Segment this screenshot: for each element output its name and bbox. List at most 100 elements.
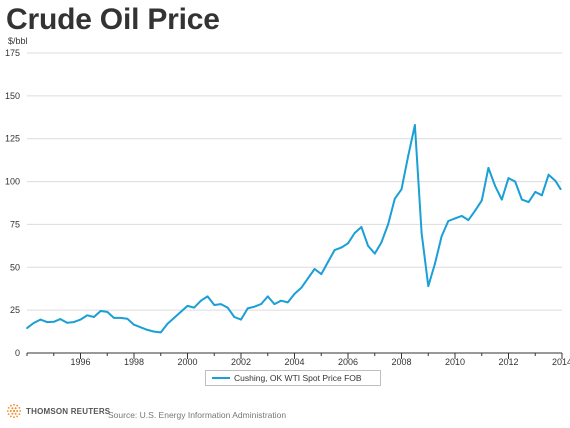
data-point [300,286,303,289]
data-point [233,316,236,318]
y-tick-label: 75 [10,219,20,229]
x-tick-label: 1998 [124,357,144,367]
logo-dot [18,407,21,409]
data-point [139,326,142,329]
x-tick-label: 2002 [231,357,251,367]
data-point [273,303,276,306]
data-point [427,285,430,288]
data-point [32,322,35,324]
x-tick-label: 2014 [552,357,570,367]
x-tick-label: 2008 [391,357,411,367]
logo-dot [13,403,15,406]
data-point [126,317,129,320]
data-point [26,327,28,330]
x-tick-label: 2006 [338,357,358,367]
data-point [440,235,443,238]
logo-dot [7,407,10,409]
logo-dot [6,410,9,412]
data-point [193,306,196,309]
data-point [460,214,463,217]
logo-dot [11,407,14,410]
data-point [146,328,149,331]
data-point [199,299,202,302]
logo-dot [14,412,17,415]
data-point [260,303,262,306]
data-point [153,330,155,333]
logo-dot [10,404,12,407]
data-point [213,304,216,306]
y-tick-label: 50 [10,262,20,272]
logo-dot [16,415,18,418]
data-point [514,180,517,183]
data-point [467,219,470,222]
data-point [387,223,390,226]
chart-legend: Cushing, OK WTI Spot Price FOB [205,370,381,386]
data-point [340,246,343,249]
data-point [527,201,530,204]
x-tick-labels: 1996 1998 2000 2002 2004 2006 2008 2010 2012 2014 [70,357,570,367]
y-axis-label: $/bbl [8,36,28,46]
legend-swatch [212,377,230,379]
data-point [206,295,209,298]
data-point [367,244,369,247]
y-tick-label: 100 [5,177,20,187]
y-tick-label: 150 [5,91,20,101]
data-point [66,321,69,324]
data-point [554,179,557,182]
data-point [159,331,162,334]
reuters-dot-ring-icon [6,403,22,419]
x-tick-label: 1996 [70,357,90,367]
data-point [353,232,356,234]
data-point [500,198,503,201]
logo-text: THOMSON REUTERS [26,406,111,416]
data-point [480,199,483,202]
data-point [507,177,510,180]
x-tick-label: 2012 [498,357,518,367]
logo-dot [11,412,14,415]
data-point [494,184,497,187]
data-point [186,304,189,307]
data-point [133,323,135,326]
data-point [79,318,82,321]
data-point [306,277,309,280]
logo-dot [19,410,22,412]
data-point [474,209,476,212]
data-point [46,321,48,324]
grid-lines [27,52,562,311]
data-point [240,318,242,321]
logo-dot [10,415,12,418]
y-tick-label: 25 [10,305,20,315]
data-point [487,166,490,169]
data-point [413,124,416,126]
data-point [286,301,289,304]
logo-dot [16,410,19,412]
logo-dot [16,404,18,407]
data-point [266,295,269,298]
data-point [173,316,176,319]
data-point [86,314,89,317]
data-point [52,320,55,323]
data-point [534,190,537,193]
data-point [447,220,450,222]
data-point [520,198,523,201]
data-point [39,318,42,321]
data-point [72,321,75,324]
x-tick-label: 2010 [445,357,465,367]
y-tick-label: 0 [15,348,20,358]
legend-label: Cushing, OK WTI Spot Price FOB [234,373,362,383]
data-point [280,299,283,302]
data-point [246,307,249,310]
data-point [407,154,410,157]
data-point [106,310,109,313]
data-point [380,241,383,244]
y-tick-label: 125 [5,134,20,144]
y-tick-labels: 0 25 50 75 100 125 150 175 [5,48,20,358]
price-chart: 0 25 50 75 100 125 150 175 1996 1998 2000 2002 2004… [5,48,570,367]
data-point [559,188,562,191]
source-note: Source: U.S. Energy Information Administ… [108,410,287,420]
data-point [420,232,423,234]
data-point [454,217,456,220]
logo-dot [18,413,21,415]
data-point [547,173,550,176]
data-point [320,273,323,276]
